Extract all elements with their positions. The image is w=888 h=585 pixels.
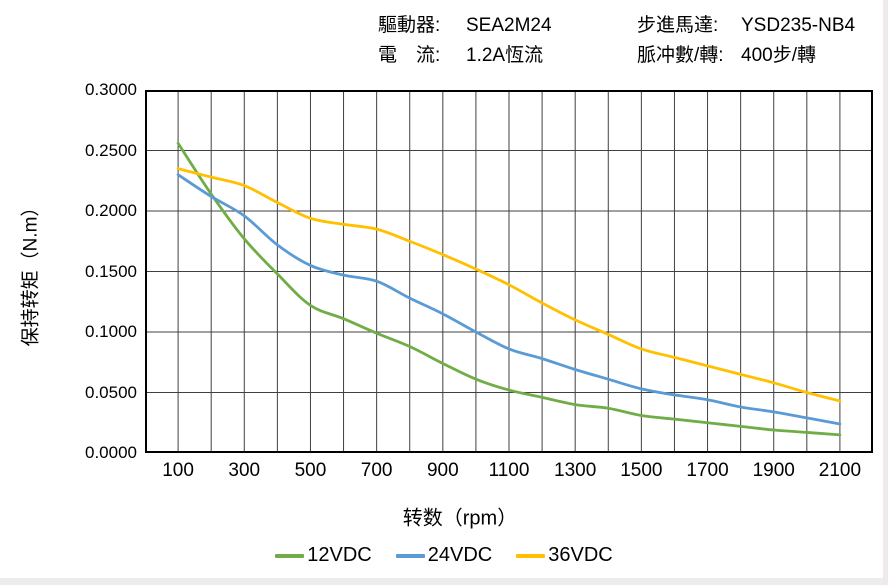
x-tick-label: 700: [360, 460, 393, 481]
spec-steps-value: 400步/轉: [741, 45, 816, 66]
spec-motor-label: 步進馬達:: [637, 15, 719, 36]
y-tick-label: 0.0500: [85, 382, 137, 402]
x-tick-label: 2100: [818, 460, 862, 481]
chart-legend: 12VDC 24VDC 36VDC: [0, 544, 888, 567]
y-tick-label: 0.2000: [85, 201, 137, 220]
legend-line-swatch-36vdc: [516, 553, 546, 558]
y-tick-label: 0.1500: [85, 261, 137, 281]
spec-current-label: 電 流:: [378, 45, 441, 66]
x-axis-title: 转数（rpm）: [402, 507, 518, 530]
header-right-column: 步進馬達: YSD235-NB4 脈冲數/轉: 400步/轉: [637, 11, 855, 71]
grid-lines: [145, 90, 873, 453]
window-edge-right: [883, 0, 888, 585]
x-tick-label: 1100: [488, 460, 530, 481]
x-tick-label: 1500: [620, 460, 663, 481]
window-edge-bottom: [0, 578, 888, 585]
legend-line-swatch-24vdc: [395, 553, 425, 558]
legend-item-12vdc: 12VDC: [275, 544, 372, 567]
x-tick-label: 100: [162, 460, 194, 481]
plot-area: [145, 90, 873, 453]
legend-line-swatch-12vdc: [275, 553, 305, 558]
spec-driver: 驅動器: SEA2M24: [378, 11, 552, 41]
spec-current: 電 流: 1.2A恆流: [378, 41, 552, 71]
legend-label: 36VDC: [548, 544, 613, 566]
legend-label: 12VDC: [307, 544, 372, 566]
x-tick-label: 500: [294, 460, 327, 481]
header-left-column: 驅動器: SEA2M24 電 流: 1.2A恆流: [378, 11, 552, 71]
legend-label: 24VDC: [427, 544, 493, 566]
spec-motor-value: YSD235-NB4: [741, 15, 856, 36]
x-axis-tick-labels: 100 300 500 700 900 1100 1300 1500 1700 1900 2100: [145, 460, 873, 484]
spec-current-value: 1.2A恆流: [466, 45, 544, 66]
plot-svg: [145, 90, 873, 453]
y-tick-label: 0.0000: [85, 443, 137, 462]
spec-driver-label: 驅動器:: [378, 15, 441, 36]
spec-steps: 脈冲數/轉: 400步/轉: [637, 41, 855, 71]
x-tick-label: 1700: [686, 460, 729, 481]
x-tick-label: 300: [228, 460, 261, 481]
y-tick-label: 0.3000: [85, 80, 137, 99]
y-tick-label: 0.1000: [85, 322, 137, 341]
y-axis-tick-labels: 0.3000 0.2500 0.2000 0.1500 0.1000 0.0500 0.00…: [0, 80, 138, 462]
x-tick-label: 1900: [752, 460, 795, 481]
spec-steps-label: 脈冲數/轉:: [637, 45, 724, 66]
spec-driver-value: SEA2M24: [466, 15, 552, 36]
legend-item-36vdc: 36VDC: [516, 544, 613, 567]
series-line-12vdc: [176, 141, 842, 437]
plot-border: [145, 90, 873, 453]
series-line-24vdc: [176, 173, 842, 426]
x-tick-label: 900: [426, 460, 459, 481]
series-line-36vdc: [176, 167, 842, 403]
y-tick-label: 0.2500: [85, 140, 137, 160]
legend-item-24vdc: 24VDC: [395, 544, 493, 567]
spec-motor: 步進馬達: YSD235-NB4: [637, 11, 855, 41]
x-tick-label: 1300: [554, 460, 597, 481]
